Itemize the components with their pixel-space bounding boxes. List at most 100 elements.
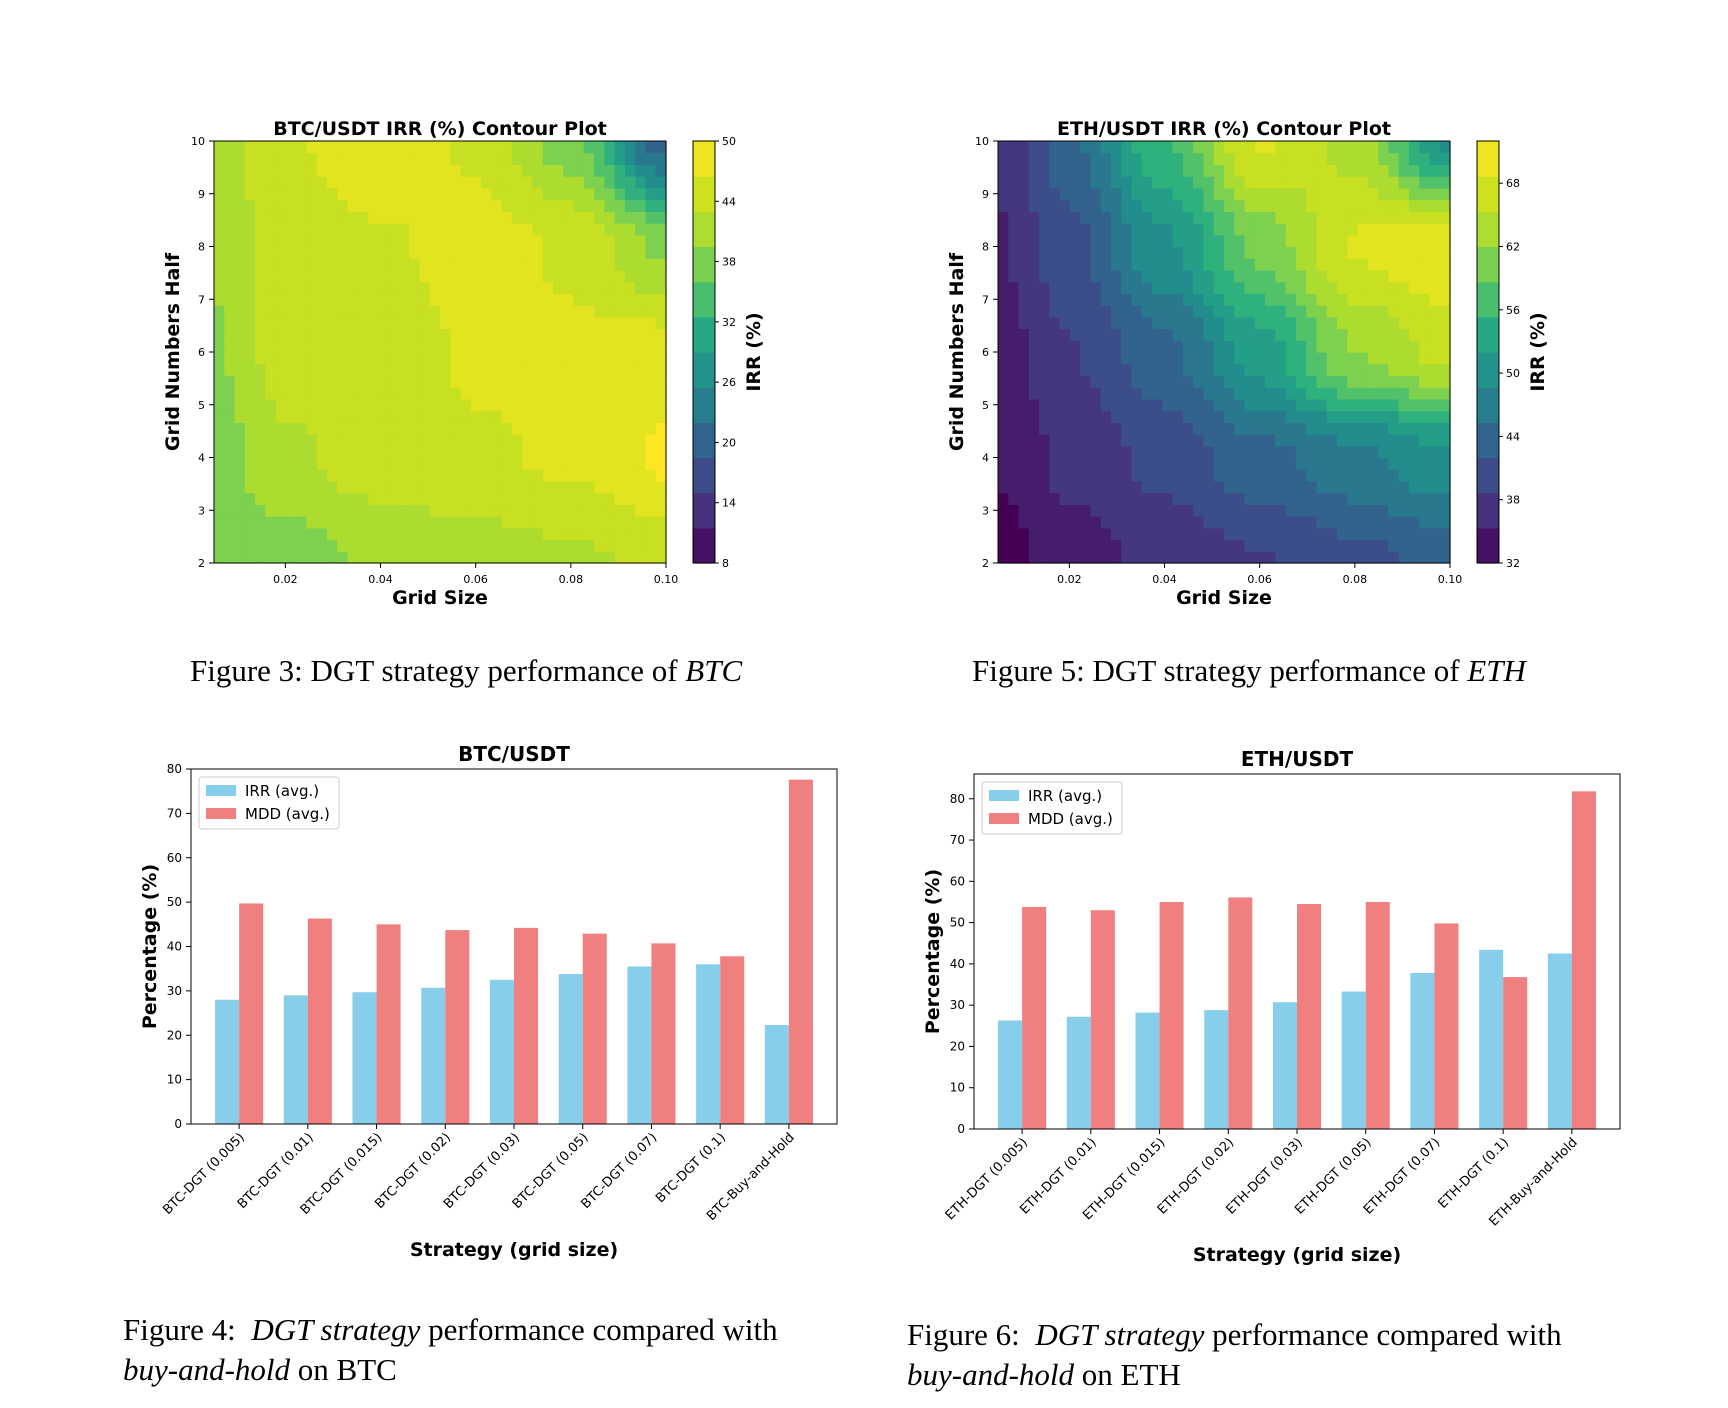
contour-cell <box>1090 504 1102 517</box>
contour-cell <box>1357 516 1369 529</box>
contour-cell <box>368 434 379 447</box>
contour-cell <box>1244 316 1256 330</box>
y-tick-label: 6 <box>982 346 989 359</box>
contour-cell <box>594 281 605 294</box>
contour-cell <box>1408 422 1420 435</box>
contour-cell <box>481 152 492 166</box>
contour-cell <box>1357 164 1369 177</box>
colorbar-label: IRR (%) <box>743 312 765 391</box>
contour-cell <box>337 410 349 423</box>
contour-cell <box>460 281 472 294</box>
contour-cell <box>1193 293 1205 306</box>
contour-cell <box>563 527 575 541</box>
contour-cell <box>1388 539 1400 552</box>
contour-cell <box>1285 281 1297 294</box>
contour-cell <box>1337 340 1348 353</box>
contour-cell <box>368 398 379 412</box>
contour-cell <box>1378 340 1389 353</box>
contour-cell <box>522 422 534 435</box>
contour-cell <box>398 141 410 154</box>
contour-cell <box>1008 516 1020 529</box>
contour-cell <box>378 398 390 412</box>
contour-cell <box>1347 375 1359 388</box>
contour-cell <box>614 152 626 166</box>
colorbar-tick-label: 26 <box>722 376 736 389</box>
contour-cell <box>1275 234 1287 248</box>
contour-cell <box>1018 504 1030 517</box>
contour-cell <box>1326 387 1338 400</box>
contour-cell <box>532 375 544 388</box>
contour-cell <box>1295 246 1307 259</box>
contour-cell <box>645 445 657 459</box>
contour-cell <box>563 398 575 412</box>
contour-cell <box>511 422 523 435</box>
contour-cell <box>583 398 595 412</box>
contour-cell <box>450 164 462 177</box>
contour-cell <box>357 352 369 365</box>
contour-cell <box>1049 457 1061 470</box>
colorbar-tick-label: 50 <box>1506 367 1520 380</box>
contour-cell <box>542 551 554 564</box>
contour-cell <box>998 316 1009 330</box>
contour-cell <box>214 539 225 552</box>
contour-cell <box>1018 469 1030 482</box>
contour-cell <box>553 281 564 294</box>
contour-cell <box>1275 387 1287 400</box>
contour-cell <box>1367 211 1379 224</box>
contour-cell <box>614 398 626 412</box>
contour-cell <box>1121 187 1133 201</box>
contour-cell <box>1141 352 1153 365</box>
contour-cell <box>1285 363 1297 377</box>
contour-cell <box>224 551 236 564</box>
y-tick-label: 9 <box>198 188 205 201</box>
contour-cell <box>511 199 523 212</box>
contour-cell <box>1069 516 1081 529</box>
contour-cell <box>1049 141 1061 154</box>
contour-cell <box>604 422 616 435</box>
contour-cell <box>419 234 431 248</box>
contour-cell <box>409 316 421 330</box>
contour-cell <box>1388 469 1400 482</box>
contour-cell <box>532 398 544 412</box>
colorbar-band <box>693 457 715 494</box>
contour-cell <box>1316 199 1328 212</box>
contour-cell <box>1213 234 1225 248</box>
contour-cell <box>635 234 647 248</box>
contour-cell <box>214 199 225 212</box>
contour-cell <box>1039 305 1050 318</box>
contour-cell <box>1008 211 1020 224</box>
contour-cell <box>1326 445 1338 459</box>
contour-cell <box>1388 211 1400 224</box>
contour-cell <box>1162 492 1174 505</box>
contour-cell <box>481 164 492 177</box>
contour-cell <box>275 246 287 259</box>
contour-cell <box>327 375 338 388</box>
contour-cell <box>1254 305 1266 318</box>
contour-cell <box>265 269 277 283</box>
contour-cell <box>1141 176 1153 189</box>
contour-cell <box>1049 527 1061 541</box>
contour-cell <box>398 281 410 294</box>
contour-cell <box>285 164 297 177</box>
contour-cell <box>1265 527 1276 541</box>
contour-cell <box>1254 176 1266 189</box>
contour-cell <box>440 141 451 154</box>
contour-cell <box>1275 504 1287 517</box>
contour-cell <box>553 352 564 365</box>
contour-cell <box>481 223 492 236</box>
contour-cell <box>614 164 626 177</box>
contour-cell <box>398 422 410 435</box>
contour-cell <box>1059 316 1071 330</box>
contour-cell <box>327 551 338 564</box>
contour-cell <box>224 410 236 423</box>
contour-cell <box>1172 352 1184 365</box>
contour-cell <box>1224 141 1235 154</box>
contour-cell <box>285 492 297 505</box>
contour-cell <box>337 281 349 294</box>
contour-cell <box>368 539 379 552</box>
contour-cell <box>1080 352 1092 365</box>
contour-cell <box>398 246 410 259</box>
contour-cell <box>563 234 575 248</box>
contour-cell <box>532 258 544 271</box>
contour-cell <box>1244 469 1256 482</box>
